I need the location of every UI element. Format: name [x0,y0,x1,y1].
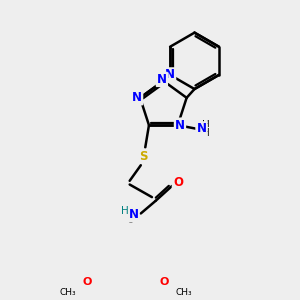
Text: N: N [196,122,206,135]
Text: N: N [175,119,185,132]
Text: S: S [139,150,147,163]
Text: N: N [128,208,138,221]
Text: N: N [165,68,175,81]
Text: N: N [157,73,167,86]
Text: CH₃: CH₃ [60,288,76,297]
Text: N: N [132,91,142,104]
Text: H: H [121,206,128,216]
Text: H: H [202,120,210,130]
Text: CH₃: CH₃ [176,288,192,297]
Text: O: O [173,176,183,189]
Text: H: H [202,128,210,138]
Text: O: O [83,278,92,287]
Text: O: O [160,278,169,287]
